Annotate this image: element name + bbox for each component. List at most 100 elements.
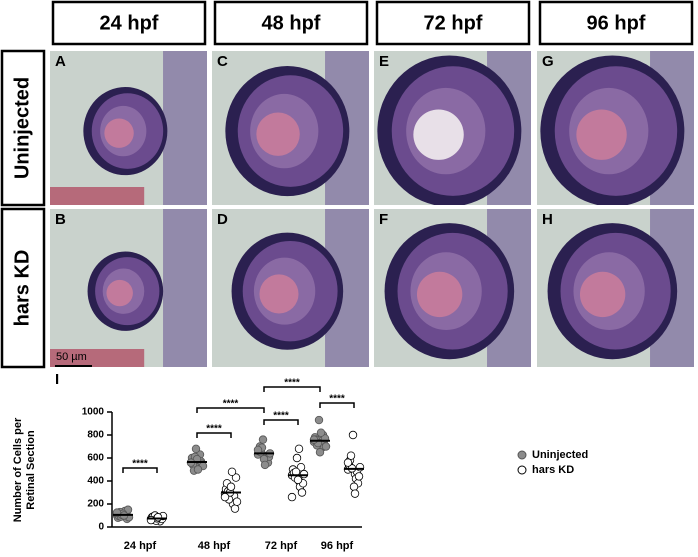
x-tick-label: 96 hpf xyxy=(321,540,354,552)
lens xyxy=(416,271,463,318)
tissue xyxy=(163,209,207,367)
data-point xyxy=(258,435,268,444)
sig-label: **** xyxy=(132,459,148,470)
column-header: 24 hpf xyxy=(100,12,159,34)
data-point xyxy=(346,451,356,460)
data-point xyxy=(227,467,237,476)
sig-bracket xyxy=(122,467,158,473)
sig-bracket xyxy=(263,386,321,392)
panel-letter: F xyxy=(379,211,388,228)
panel-letter: H xyxy=(542,211,553,228)
micrograph xyxy=(212,209,369,367)
sig-bracket xyxy=(196,407,265,413)
data-point xyxy=(292,453,302,463)
row-box xyxy=(0,207,46,369)
sig-label: **** xyxy=(273,411,289,422)
data-point xyxy=(153,513,163,522)
lens xyxy=(579,271,626,318)
scale-bar-label: 50 µm xyxy=(56,351,87,363)
data-point xyxy=(354,472,364,481)
y-tick-label: 800 xyxy=(87,430,104,441)
x-tick-label: 48 hpf xyxy=(198,540,231,552)
data-point xyxy=(350,489,360,498)
micrograph xyxy=(374,209,531,367)
sig-label: **** xyxy=(329,394,345,405)
y-tick-label: 200 xyxy=(87,499,104,510)
y-tick-label: 1000 xyxy=(82,407,105,418)
data-point xyxy=(220,492,230,502)
panel-letter: G xyxy=(542,53,554,70)
sig-bracket xyxy=(196,432,232,438)
x-tick-label: 24 hpf xyxy=(124,540,157,552)
y-tick-label: 600 xyxy=(87,453,104,464)
y-tick-label: 0 xyxy=(98,522,104,533)
column-header: 48 hpf xyxy=(262,12,321,34)
panel-letter: B xyxy=(55,211,66,228)
blood xyxy=(50,187,145,205)
data-point xyxy=(294,444,304,453)
micrograph xyxy=(50,51,207,205)
panel-letter: C xyxy=(217,53,228,70)
data-point xyxy=(293,475,303,485)
data-point xyxy=(299,469,309,479)
legend-marker xyxy=(517,450,527,460)
data-point xyxy=(316,428,326,437)
sig-label: **** xyxy=(206,424,222,435)
panel-letter: E xyxy=(379,53,389,70)
header-box xyxy=(375,0,531,46)
header-box xyxy=(213,0,369,46)
row-label: Uninjected xyxy=(11,77,33,179)
sig-bracket xyxy=(263,419,299,425)
lens xyxy=(256,112,300,156)
micrograph xyxy=(374,51,531,205)
panel-label: I xyxy=(55,371,59,388)
micrograph xyxy=(537,209,694,367)
sig-label: **** xyxy=(284,378,300,389)
lens xyxy=(104,118,134,148)
data-point xyxy=(232,497,242,506)
data-point xyxy=(321,442,331,451)
lens xyxy=(259,274,299,314)
panel-letter: D xyxy=(217,211,228,228)
column-header: 96 hpf xyxy=(587,12,646,34)
data-point xyxy=(314,415,324,425)
data-point xyxy=(191,444,201,453)
micrograph xyxy=(212,51,369,205)
data-point xyxy=(348,430,358,440)
data-point xyxy=(231,473,241,482)
y-tick-label: 400 xyxy=(87,476,104,487)
micrograph xyxy=(537,51,694,205)
y-axis-label: Retinal Section xyxy=(25,430,37,510)
data-point xyxy=(287,492,297,502)
lens xyxy=(576,109,627,160)
tissue xyxy=(163,51,207,205)
data-point xyxy=(315,448,325,457)
data-point xyxy=(226,482,236,491)
column-header: 72 hpf xyxy=(424,12,483,34)
legend-label: Uninjected xyxy=(532,449,588,461)
micrograph xyxy=(50,209,207,367)
data-point xyxy=(193,465,203,474)
lens xyxy=(106,279,133,307)
y-axis-label: Number of Cells per xyxy=(12,417,24,522)
data-point xyxy=(297,488,307,497)
header-box xyxy=(51,0,207,46)
panel-letter: A xyxy=(55,53,66,70)
legend-marker xyxy=(517,465,527,475)
header-box xyxy=(538,0,694,46)
data-point xyxy=(260,460,270,470)
data-point xyxy=(146,515,156,525)
data-point xyxy=(349,482,359,491)
x-tick-label: 72 hpf xyxy=(265,540,298,552)
data-point xyxy=(230,504,240,513)
blood xyxy=(50,349,145,367)
row-box xyxy=(0,49,46,207)
sig-label: **** xyxy=(223,399,239,410)
sig-bracket xyxy=(319,402,355,408)
data-point xyxy=(343,458,353,467)
lens xyxy=(413,109,464,160)
legend-label: hars KD xyxy=(532,464,574,476)
data-point xyxy=(309,435,319,444)
row-label: hars KD xyxy=(11,250,33,327)
